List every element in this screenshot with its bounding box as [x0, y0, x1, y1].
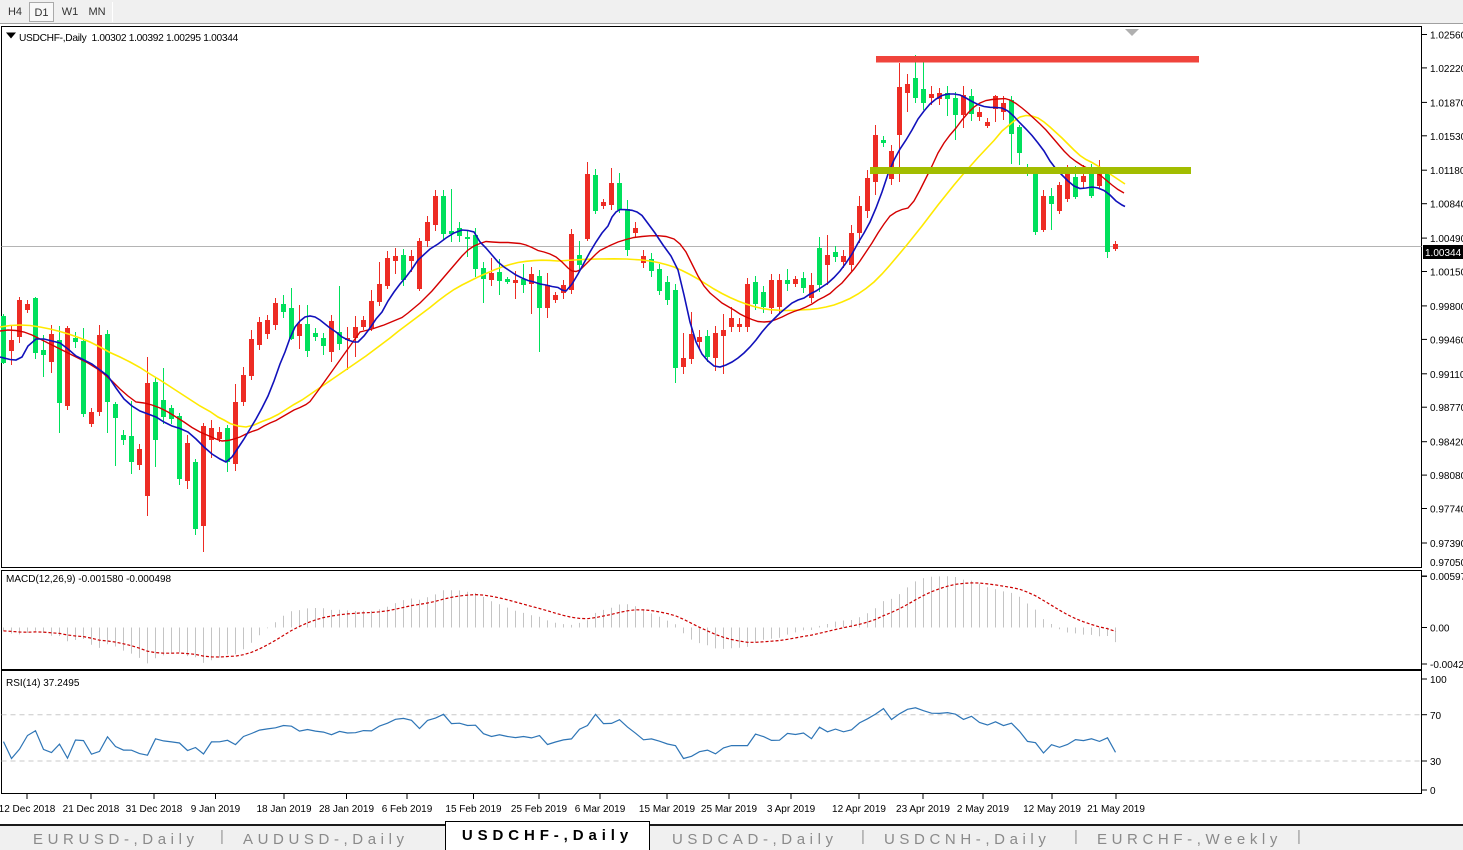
svg-text:0.98420: 0.98420 [1430, 438, 1463, 449]
svg-text:25 Mar 2019: 25 Mar 2019 [701, 804, 758, 815]
svg-text:0.00597: 0.00597 [1430, 572, 1463, 583]
svg-text:1.01530: 1.01530 [1430, 132, 1463, 143]
svg-text:70: 70 [1430, 711, 1442, 722]
svg-text:12 May 2019: 12 May 2019 [1023, 804, 1081, 815]
svg-text:0.98770: 0.98770 [1430, 403, 1463, 414]
svg-text:25 Feb 2019: 25 Feb 2019 [511, 804, 568, 815]
svg-text:0.97390: 0.97390 [1430, 539, 1463, 550]
svg-text:1.00840: 1.00840 [1430, 200, 1463, 211]
svg-text:0.99110: 0.99110 [1430, 370, 1463, 381]
svg-text:30: 30 [1430, 757, 1442, 768]
svg-text:1.00344: 1.00344 [1425, 248, 1462, 259]
svg-text:0.99460: 0.99460 [1430, 335, 1463, 346]
svg-text:23 Apr 2019: 23 Apr 2019 [896, 804, 950, 815]
svg-text:28 Jan 2019: 28 Jan 2019 [319, 804, 374, 815]
svg-text:2 May 2019: 2 May 2019 [957, 804, 1010, 815]
svg-text:18 Jan 2019: 18 Jan 2019 [256, 804, 311, 815]
svg-text:21 Dec 2018: 21 Dec 2018 [63, 804, 120, 815]
svg-text:0.97740: 0.97740 [1430, 505, 1463, 516]
svg-text:0.98080: 0.98080 [1430, 471, 1463, 482]
svg-text:31 Dec 2018: 31 Dec 2018 [126, 804, 183, 815]
svg-text:15 Feb 2019: 15 Feb 2019 [445, 804, 502, 815]
svg-text:0.00: 0.00 [1430, 624, 1450, 635]
svg-text:1.00490: 1.00490 [1430, 234, 1463, 245]
svg-text:12 Apr 2019: 12 Apr 2019 [832, 804, 886, 815]
svg-text:1.02560: 1.02560 [1430, 31, 1463, 42]
svg-text:MACD(12,26,9) -0.001580 -0.000: MACD(12,26,9) -0.001580 -0.000498 [6, 574, 172, 585]
svg-text:21 May 2019: 21 May 2019 [1087, 804, 1145, 815]
svg-text:1.02220: 1.02220 [1430, 64, 1463, 75]
svg-text:6 Mar 2019: 6 Mar 2019 [575, 804, 626, 815]
svg-text:6 Feb 2019: 6 Feb 2019 [382, 804, 433, 815]
svg-text:100: 100 [1430, 675, 1447, 686]
svg-text:15 Mar 2019: 15 Mar 2019 [639, 804, 696, 815]
svg-text:1.01870: 1.01870 [1430, 98, 1463, 109]
svg-text:USDCHF-,Daily 1.00302 1.00392: USDCHF-,Daily 1.00302 1.00392 1.00295 1.… [19, 33, 239, 44]
svg-text:1.01180: 1.01180 [1430, 166, 1463, 177]
svg-text:1.00150: 1.00150 [1430, 268, 1463, 279]
svg-text:RSI(14) 37.2495: RSI(14) 37.2495 [6, 678, 80, 689]
svg-text:9 Jan 2019: 9 Jan 2019 [191, 804, 241, 815]
svg-text:-0.004243: -0.004243 [1430, 660, 1463, 671]
svg-text:3 Apr 2019: 3 Apr 2019 [767, 804, 816, 815]
svg-text:12 Dec 2018: 12 Dec 2018 [0, 804, 56, 815]
svg-text:0: 0 [1430, 786, 1436, 797]
svg-text:0.99800: 0.99800 [1430, 302, 1463, 313]
svg-text:0.97050: 0.97050 [1430, 558, 1463, 569]
